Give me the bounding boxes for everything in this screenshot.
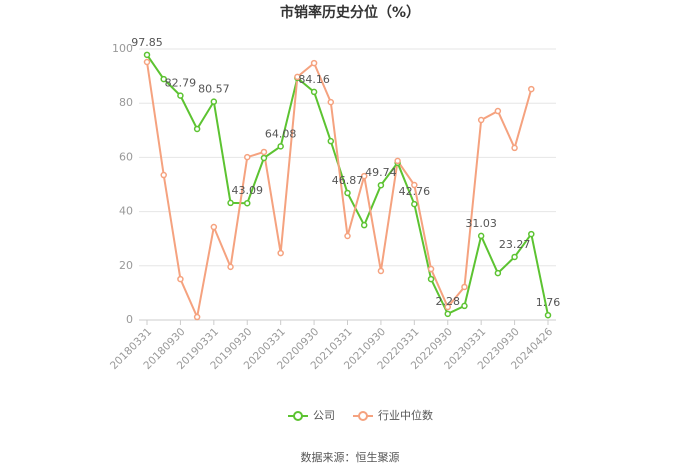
data-point — [327, 137, 335, 145]
data-point — [294, 73, 301, 81]
data-point — [244, 199, 251, 207]
data-point — [210, 223, 218, 231]
data-point — [260, 154, 268, 162]
series-line — [146, 61, 533, 321]
chart-title: 市销率历史分位（%） — [280, 4, 420, 21]
data-point — [477, 232, 485, 240]
source: 数据来源：恒生聚源 — [301, 450, 400, 464]
y-tick-label: 80 — [119, 96, 133, 109]
data-point — [494, 269, 502, 277]
data-point — [143, 58, 151, 66]
data-point — [477, 116, 485, 124]
data-point — [193, 125, 201, 133]
data-point — [277, 249, 284, 257]
data-point — [177, 92, 184, 99]
data-point — [160, 75, 167, 83]
data-point — [528, 230, 535, 238]
data-point — [444, 310, 451, 318]
data-point — [544, 311, 552, 319]
data-point — [511, 253, 518, 261]
legend-label: 公司 — [313, 409, 335, 422]
data-label: 23.27 — [499, 238, 531, 251]
data-point — [360, 172, 368, 180]
data-label: 82.79 — [165, 77, 197, 90]
y-tick-label: 100 — [112, 42, 133, 55]
data-label: 43.09 — [232, 184, 264, 197]
data-point — [310, 88, 318, 96]
data-point — [427, 275, 435, 283]
data-point — [227, 263, 234, 271]
legend-label: 行业中位数 — [378, 408, 433, 422]
data-point — [344, 189, 351, 197]
y-tick-label: 40 — [119, 205, 133, 218]
legend-marker — [358, 411, 368, 421]
data-point — [310, 59, 318, 67]
data-label: 31.03 — [465, 217, 497, 230]
data-point — [260, 148, 268, 156]
data-point — [411, 181, 418, 189]
data-point — [511, 144, 518, 152]
data-label: 46.87 — [332, 174, 364, 187]
data-label: 1.76 — [536, 296, 561, 309]
data-point — [177, 275, 184, 283]
data-point — [427, 265, 435, 273]
data-point — [160, 171, 167, 179]
data-point — [494, 107, 502, 115]
data-point — [277, 143, 284, 150]
legend-marker — [293, 411, 303, 421]
data-label: 64.08 — [265, 127, 297, 140]
data-point — [193, 313, 201, 321]
data-point — [461, 302, 468, 310]
data-point — [344, 232, 351, 240]
data-point — [444, 303, 451, 311]
data-point — [244, 153, 251, 161]
data-point — [210, 98, 218, 105]
data-label: 49.74 — [365, 166, 397, 179]
data-point — [411, 200, 418, 208]
data-point — [227, 199, 234, 207]
data-label: 84.16 — [298, 73, 330, 86]
data-point — [143, 51, 151, 59]
y-tick-label: 0 — [126, 313, 133, 326]
data-point — [377, 267, 385, 275]
data-point — [528, 85, 535, 93]
y-tick-label: 20 — [119, 259, 133, 272]
y-tick-label: 60 — [119, 150, 133, 163]
data-point — [394, 157, 401, 165]
data-label: 97.85 — [131, 36, 163, 49]
data-point — [327, 98, 335, 106]
data-point — [360, 221, 368, 229]
data-label: 2.28 — [436, 295, 461, 308]
data-point — [461, 283, 468, 291]
data-point — [377, 181, 385, 189]
data-label: 80.57 — [198, 83, 230, 96]
data-label: 42.76 — [399, 185, 431, 198]
